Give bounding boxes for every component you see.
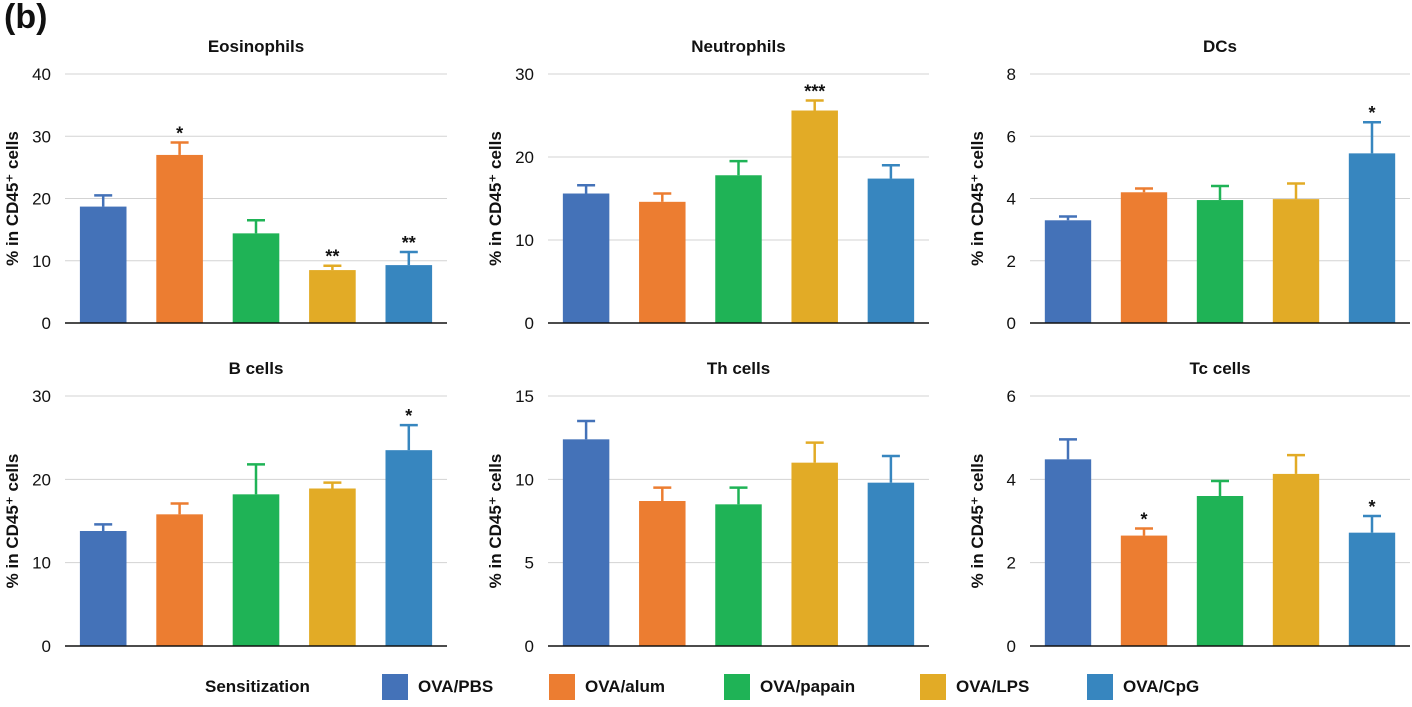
chart-title: Eosinophils (208, 37, 304, 56)
y-tick-label: 0 (1007, 637, 1016, 656)
bar-ova-pbs (1044, 220, 1092, 323)
bar-ova-papain (715, 504, 762, 646)
y-tick-label: 30 (32, 127, 51, 146)
chart-title: Tc cells (1189, 359, 1250, 378)
y-tick-label: 8 (1007, 65, 1016, 84)
legend-label: OVA/CpG (1123, 677, 1200, 696)
chart-dcs: DCs 0 2 4 6 8 % in CD45⁺ cells * (968, 37, 1410, 333)
significance-label: * (1140, 510, 1147, 530)
y-tick-label: 4 (1007, 190, 1016, 209)
chart-title: DCs (1203, 37, 1237, 56)
y-axis-label: % in CD45⁺ cells (968, 454, 987, 589)
y-tick-label: 20 (32, 190, 51, 209)
significance-label: * (405, 406, 412, 426)
bar-ova-pbs (79, 531, 127, 646)
legend-label: OVA/alum (585, 677, 665, 696)
y-tick-label: 0 (1007, 314, 1016, 333)
y-tick-label: 6 (1007, 387, 1016, 406)
panel-label: (b) (4, 0, 48, 36)
legend-label: OVA/LPS (956, 677, 1030, 696)
legend-swatch-ova-pbs (382, 674, 408, 700)
bar-ova-alum (639, 201, 686, 323)
legend-swatch-ova-alum (549, 674, 575, 700)
chart-tc-cells: Tc cells 0 2 4 6 % in CD45⁺ cells * * (968, 359, 1410, 656)
bar-ova-cpg (867, 178, 915, 323)
significance-label: * (1368, 103, 1375, 123)
chart-title: Neutrophils (691, 37, 785, 56)
chart-b-cells: B cells 0 10 20 30 % in CD45⁺ cells * (3, 359, 447, 656)
bar-ova-papain (1196, 200, 1244, 323)
bar-ova-papain (232, 494, 280, 646)
legend: Sensitization OVA/PBS OVA/alum OVA/papai… (0, 672, 1412, 702)
chart-th-cells: Th cells 0 5 10 15 % in CD45⁺ cells (486, 359, 929, 656)
significance-label: * (176, 123, 183, 143)
bar-ova-lps (791, 462, 838, 646)
significance-label: ** (325, 247, 339, 267)
bar-ova-papain (715, 175, 762, 323)
bar-ova-alum (156, 514, 203, 646)
bar-ova-lps (1272, 473, 1320, 646)
y-tick-label: 10 (32, 252, 51, 271)
bar-ova-lps (1272, 199, 1320, 323)
y-tick-label: 30 (32, 387, 51, 406)
bar-ova-cpg (1348, 153, 1396, 323)
y-tick-label: 10 (515, 231, 534, 250)
legend-swatch-ova-cpg (1087, 674, 1113, 700)
chart-neutrophils: Neutrophils 0 10 20 30 % in CD45⁺ cells *** (486, 37, 929, 333)
bar-ova-alum (639, 501, 686, 646)
y-tick-label: 0 (42, 314, 51, 333)
bar-ova-cpg (385, 265, 433, 323)
y-tick-label: 6 (1007, 127, 1016, 146)
y-tick-label: 20 (32, 470, 51, 489)
bar-ova-pbs (1044, 459, 1092, 646)
bar-ova-alum (1120, 192, 1168, 323)
y-tick-label: 4 (1007, 470, 1016, 489)
y-tick-label: 40 (32, 65, 51, 84)
y-tick-label: 2 (1007, 554, 1016, 573)
y-tick-label: 0 (42, 637, 51, 656)
bar-ova-pbs (562, 193, 610, 323)
legend-swatch-ova-papain (724, 674, 750, 700)
y-tick-label: 30 (515, 65, 534, 84)
y-tick-label: 0 (525, 637, 534, 656)
y-tick-label: 10 (32, 554, 51, 573)
bar-ova-cpg (1348, 532, 1396, 646)
bar-ova-lps (791, 110, 838, 324)
y-tick-label: 15 (515, 387, 534, 406)
bar-ova-alum (156, 154, 203, 323)
bar-ova-cpg (385, 450, 433, 646)
legend-label: OVA/PBS (418, 677, 494, 696)
y-tick-label: 2 (1007, 252, 1016, 271)
y-tick-label: 0 (525, 314, 534, 333)
y-axis-label: % in CD45⁺ cells (486, 454, 505, 589)
legend-label: OVA/papain (760, 677, 856, 696)
legend-title: Sensitization (205, 677, 310, 696)
y-tick-label: 10 (515, 470, 534, 489)
significance-label: *** (804, 82, 825, 102)
y-tick-label: 5 (525, 554, 534, 573)
y-axis-label: % in CD45⁺ cells (3, 454, 22, 589)
bar-ova-alum (1120, 535, 1168, 646)
bar-ova-lps (309, 270, 356, 323)
bar-ova-papain (1196, 496, 1244, 646)
y-axis-label: % in CD45⁺ cells (968, 131, 987, 266)
bar-ova-papain (232, 233, 280, 323)
bar-ova-lps (309, 488, 356, 646)
legend-swatch-ova-lps (920, 674, 946, 700)
y-tick-label: 20 (515, 148, 534, 167)
chart-title: Th cells (707, 359, 770, 378)
significance-label: ** (402, 233, 416, 253)
bar-ova-pbs (562, 439, 610, 646)
y-axis-label: % in CD45⁺ cells (486, 131, 505, 266)
chart-title: B cells (229, 359, 284, 378)
y-axis-label: % in CD45⁺ cells (3, 131, 22, 266)
significance-label: * (1368, 497, 1375, 517)
bar-ova-pbs (79, 206, 127, 323)
bar-ova-cpg (867, 482, 915, 646)
